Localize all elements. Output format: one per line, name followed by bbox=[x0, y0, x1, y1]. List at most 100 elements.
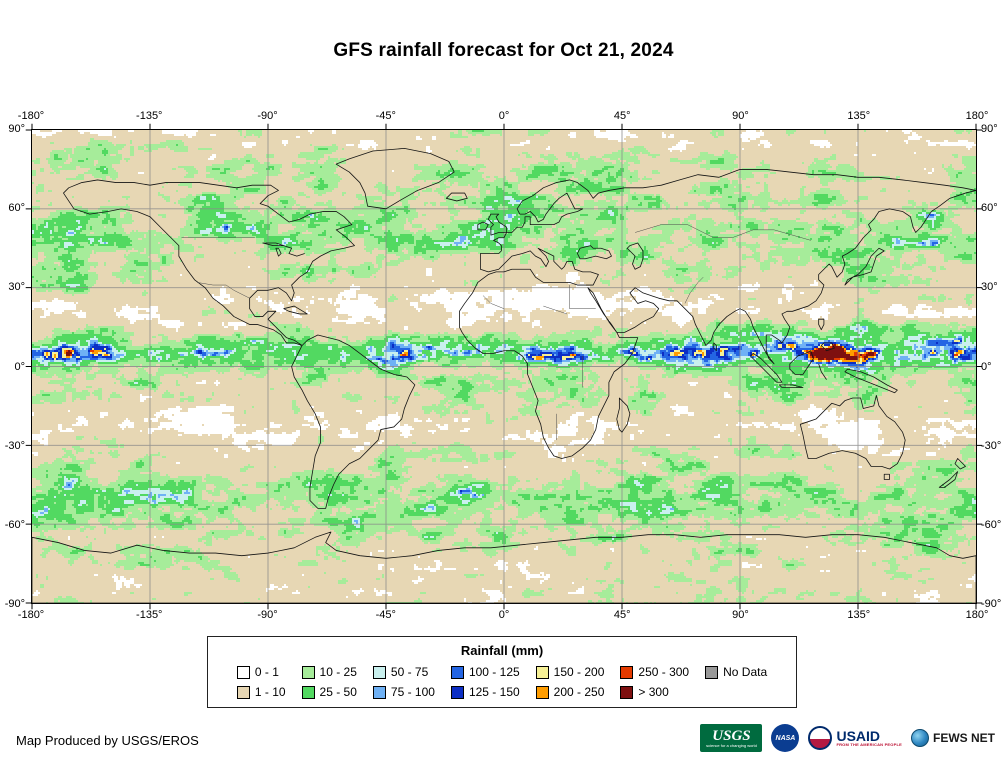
legend-item: 10 - 25 bbox=[301, 665, 357, 679]
legend-item: 75 - 100 bbox=[372, 685, 435, 699]
legend-swatch bbox=[301, 685, 315, 699]
x-tick-label: 180° bbox=[965, 110, 989, 122]
legend-label: 1 - 10 bbox=[254, 685, 286, 699]
rainfall-legend: Rainfall (mm) 0 - 1 1 - 10 10 - 25 25 - … bbox=[207, 636, 797, 708]
map-overlay-svg bbox=[32, 130, 976, 603]
usaid-logo-text: USAID bbox=[836, 727, 881, 744]
latitude-axis-left: 90° 60° 30° 0° -30° -60° -90° bbox=[0, 123, 28, 610]
latitude-axis-right: 90° 60° 30° 0° -30° -60° -90° bbox=[979, 123, 1007, 610]
legend-swatch bbox=[705, 665, 719, 679]
footer-logos: USGS science for a changing world NASA U… bbox=[700, 721, 995, 755]
y-tick-label: -90° bbox=[4, 598, 25, 610]
legend-label: 150 - 200 bbox=[553, 665, 605, 679]
x-tick-label: -135° bbox=[136, 110, 163, 122]
country-borders bbox=[181, 225, 810, 440]
map-title: GFS rainfall forecast for Oct 21, 2024 bbox=[333, 40, 674, 61]
legend-label: 125 - 150 bbox=[468, 685, 520, 699]
x-tick-label: 0° bbox=[498, 609, 510, 621]
fewsnet-logo-text: FEWS NET bbox=[933, 731, 995, 745]
legend-grid: 0 - 1 1 - 10 10 - 25 25 - 50 50 - 75 bbox=[216, 665, 788, 699]
y-tick-label: 60° bbox=[981, 202, 998, 215]
legend-column: 100 - 125 125 - 150 bbox=[450, 665, 520, 699]
legend-item: 125 - 150 bbox=[450, 685, 520, 699]
x-tick-label: 0° bbox=[498, 110, 510, 122]
graticule-grid bbox=[32, 130, 976, 603]
x-tick-label: -90° bbox=[257, 609, 278, 621]
fewsnet-logo: FEWS NET bbox=[911, 729, 995, 747]
legend-label: 25 - 50 bbox=[319, 685, 357, 699]
legend-column: 10 - 25 25 - 50 bbox=[301, 665, 357, 699]
y-tick-label: -30° bbox=[4, 439, 25, 452]
legend-column: 150 - 200 200 - 250 bbox=[535, 665, 605, 699]
y-tick-label: 60° bbox=[8, 202, 25, 215]
legend-label: 200 - 250 bbox=[553, 685, 605, 699]
y-tick-label: 30° bbox=[981, 281, 998, 294]
y-tick-label: -30° bbox=[981, 439, 1002, 452]
legend-label: 100 - 125 bbox=[468, 665, 520, 679]
y-tick-label: -60° bbox=[4, 518, 25, 531]
legend-swatch bbox=[620, 665, 634, 679]
legend-swatch bbox=[372, 685, 386, 699]
legend-swatch bbox=[620, 685, 634, 699]
legend-item: No Data bbox=[705, 665, 767, 679]
legend-label: 10 - 25 bbox=[319, 665, 357, 679]
usgs-logo-tagline: science for a changing world bbox=[706, 742, 757, 748]
legend-item: 0 - 1 bbox=[236, 665, 286, 679]
x-tick-label: 135° bbox=[847, 609, 871, 621]
usaid-logo-tagline: FROM THE AMERICAN PEOPLE bbox=[836, 742, 902, 748]
x-tick-label: -45° bbox=[375, 609, 396, 621]
x-tick-label: 135° bbox=[847, 110, 871, 122]
legend-swatch bbox=[236, 665, 250, 679]
legend-label: 75 - 100 bbox=[390, 685, 435, 699]
legend-item: 25 - 50 bbox=[301, 685, 357, 699]
y-tick-label: 30° bbox=[8, 281, 25, 294]
legend-label: No Data bbox=[723, 665, 768, 679]
legend-swatch bbox=[450, 665, 464, 679]
x-tick-label: -135° bbox=[136, 609, 163, 621]
usaid-logo: USAID FROM THE AMERICAN PEOPLE bbox=[808, 726, 902, 750]
usgs-logo: USGS science for a changing world bbox=[700, 724, 763, 752]
y-tick-label: -90° bbox=[981, 598, 1002, 610]
legend-item: 150 - 200 bbox=[535, 665, 605, 679]
legend-item: 50 - 75 bbox=[372, 665, 435, 679]
nasa-logo: NASA bbox=[771, 724, 800, 752]
x-tick-label: 45° bbox=[613, 110, 631, 122]
map-credit: Map Produced by USGS/EROS bbox=[16, 733, 199, 748]
x-tick-label: -180° bbox=[17, 110, 45, 122]
legend-label: > 300 bbox=[638, 685, 669, 699]
x-tick-label: -180° bbox=[17, 609, 45, 621]
y-tick-label: 90° bbox=[8, 123, 25, 135]
legend-item: 200 - 250 bbox=[535, 685, 605, 699]
usaid-emblem-icon bbox=[808, 726, 833, 750]
coastlines bbox=[32, 148, 976, 603]
legend-column: No Data bbox=[705, 665, 767, 699]
x-tick-label: 45° bbox=[613, 609, 631, 621]
nasa-logo-text: NASA bbox=[775, 734, 796, 742]
legend-column: 0 - 1 1 - 10 bbox=[236, 665, 286, 699]
x-tick-label: 90° bbox=[732, 609, 749, 621]
longitude-axis-bottom: -180° -135° -90° -45° 0° 45° 90° 135° 18… bbox=[18, 609, 989, 623]
x-tick-label: 90° bbox=[732, 110, 749, 122]
legend-swatch bbox=[236, 685, 250, 699]
legend-swatch bbox=[301, 665, 315, 679]
globe-icon bbox=[911, 729, 929, 747]
legend-swatch bbox=[450, 685, 464, 699]
legend-item: 250 - 300 bbox=[620, 665, 689, 679]
y-tick-label: -60° bbox=[981, 518, 1002, 531]
legend-item: 100 - 125 bbox=[450, 665, 520, 679]
x-tick-label: -90° bbox=[257, 110, 278, 122]
axis-ticks bbox=[26, 124, 983, 610]
legend-item: > 300 bbox=[620, 685, 689, 699]
longitude-axis-top: -180° -135° -90° -45° 0° 45° 90° 135° 18… bbox=[18, 110, 989, 124]
legend-label: 50 - 75 bbox=[390, 665, 429, 679]
x-tick-label: -45° bbox=[375, 110, 396, 122]
y-tick-label: 0° bbox=[981, 360, 992, 373]
legend-title: Rainfall (mm) bbox=[460, 643, 544, 658]
legend-swatch bbox=[535, 685, 549, 699]
legend-swatch bbox=[535, 665, 549, 679]
map-plot bbox=[31, 129, 977, 604]
legend-column: 250 - 300 > 300 bbox=[620, 665, 689, 699]
y-tick-label: 90° bbox=[981, 123, 998, 135]
legend-item: 1 - 10 bbox=[236, 685, 286, 699]
y-tick-label: 0° bbox=[14, 360, 25, 373]
